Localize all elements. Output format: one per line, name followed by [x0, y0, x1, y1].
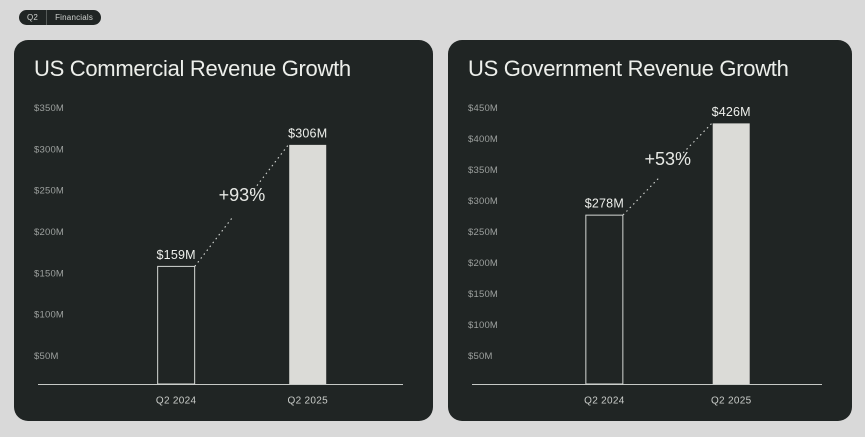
- slide-tag-quarter: Q2: [27, 13, 39, 22]
- bar-value-label: $159M: [157, 248, 196, 262]
- x-tick-label: Q2 2025: [711, 396, 752, 407]
- y-tick-label: $50M: [34, 351, 59, 362]
- bar-value-label: $426M: [712, 105, 751, 119]
- y-tick-label: $200M: [34, 227, 64, 238]
- growth-dotted-line: [250, 143, 290, 194]
- growth-percentage-label: +53%: [645, 149, 692, 169]
- y-tick-label: $300M: [468, 196, 498, 207]
- growth-dotted-line: [194, 215, 235, 267]
- bar-value-label: $278M: [585, 197, 624, 211]
- y-tick-label: $100M: [468, 320, 498, 331]
- x-tick-label: Q2 2024: [156, 396, 197, 407]
- slide-tag-label: Financials: [55, 13, 94, 22]
- y-tick-label: $300M: [34, 144, 64, 155]
- slide-tag: Q2 Financials: [19, 10, 102, 25]
- charts-row: US Commercial Revenue Growth $50M $100M $1…: [14, 40, 852, 421]
- commercial-chart-title: US Commercial Revenue Growth: [34, 56, 351, 81]
- government-revenue-card: US Government Revenue Growth $50M $100M $1…: [448, 40, 852, 421]
- government-revenue-chart: $50M $100M $150M $200M $250M $300M $350M $400M $…: [468, 103, 822, 407]
- bar-q2-2024: [157, 265, 196, 385]
- slide-tag-divider: [46, 10, 48, 25]
- growth-dotted-line: [676, 122, 713, 161]
- bar-q2-2024: [585, 214, 624, 385]
- x-tick-label: Q2 2024: [584, 396, 625, 407]
- growth-percentage-label: +93%: [219, 185, 266, 205]
- y-tick-label: $350M: [468, 165, 498, 176]
- commercial-revenue-chart: $50M $100M $150M $200M $250M $300M $350M $159M Q…: [34, 103, 403, 407]
- government-chart-title: US Government Revenue Growth: [468, 56, 789, 81]
- y-tick-label: $450M: [468, 103, 498, 114]
- bar-q2-2025: [289, 144, 327, 384]
- bar-value-label: $306M: [288, 126, 327, 140]
- y-tick-label: $250M: [468, 227, 498, 238]
- commercial-revenue-card: US Commercial Revenue Growth $50M $100M $1…: [14, 40, 433, 421]
- y-tick-label: $350M: [34, 103, 64, 114]
- y-tick-label: $250M: [34, 186, 64, 197]
- y-tick-label: $200M: [468, 258, 498, 269]
- y-tick-label: $100M: [34, 310, 64, 321]
- x-tick-label: Q2 2025: [287, 396, 328, 407]
- y-tick-label: $50M: [468, 351, 493, 362]
- y-tick-label: $150M: [468, 289, 498, 300]
- y-tick-label: $150M: [34, 268, 64, 279]
- growth-dotted-line: [622, 176, 661, 216]
- y-tick-label: $400M: [468, 134, 498, 145]
- bar-q2-2025: [712, 123, 750, 384]
